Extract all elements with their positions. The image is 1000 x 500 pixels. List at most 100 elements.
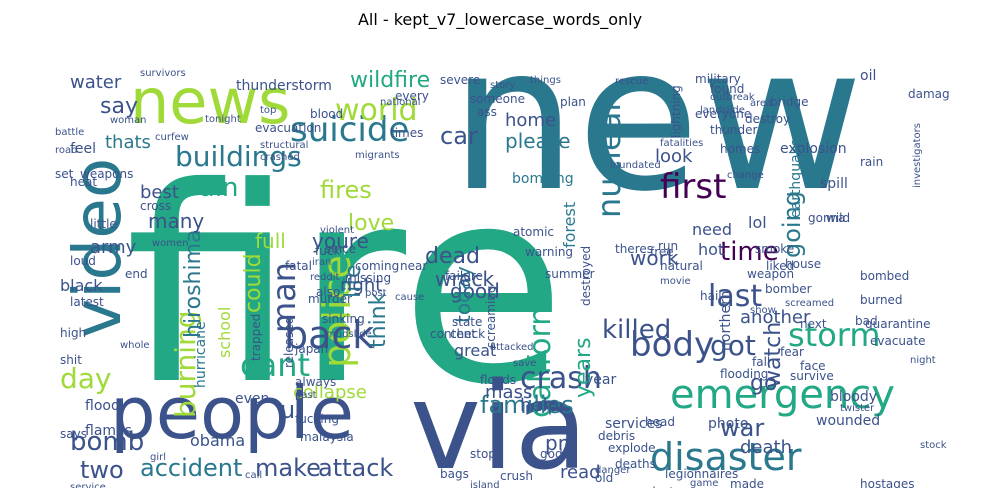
word-wreck: wreck bbox=[435, 267, 494, 291]
word-japan: japan bbox=[294, 342, 328, 356]
word-earthquake: earthquake bbox=[788, 138, 804, 218]
word-warning: warning bbox=[525, 245, 573, 259]
word-debris: debris bbox=[598, 429, 635, 443]
word-run: run bbox=[658, 239, 678, 253]
word-fall: fall bbox=[752, 355, 770, 369]
word-dust: dust bbox=[648, 485, 674, 488]
word-danger: danger bbox=[595, 465, 631, 476]
word-families: families bbox=[480, 391, 574, 419]
word-past: past bbox=[295, 390, 317, 401]
word-inundated: inundated bbox=[610, 160, 661, 171]
word-thunder: thunder bbox=[710, 123, 758, 137]
word-says: says bbox=[60, 427, 87, 441]
word-man: man bbox=[265, 262, 303, 333]
word-help: help bbox=[520, 395, 559, 416]
word-bomb: bomb bbox=[70, 427, 144, 457]
word-u: u bbox=[280, 396, 295, 424]
word-watch: watch bbox=[761, 322, 786, 388]
word-damage: damage bbox=[908, 87, 950, 101]
word-cant: cant bbox=[240, 346, 310, 384]
word-deaths: deaths bbox=[615, 457, 656, 471]
word-bomber: bomber bbox=[765, 282, 812, 296]
word-reddit: reddit bbox=[310, 272, 340, 283]
word-hiroshima: hiroshima bbox=[181, 229, 206, 338]
word-crashed: crashed bbox=[260, 152, 300, 163]
word-set: set bbox=[55, 167, 74, 181]
word-last: last bbox=[708, 279, 762, 314]
word-army: army bbox=[90, 237, 137, 258]
word-failure: failure bbox=[445, 269, 483, 283]
word-summer: summer bbox=[545, 267, 595, 281]
word-end: end bbox=[125, 267, 148, 281]
word-flooding: flooding bbox=[720, 367, 768, 381]
word-please: please bbox=[505, 129, 571, 153]
word-change: change bbox=[727, 170, 764, 181]
word-little: little bbox=[90, 217, 117, 231]
word-crash: crash bbox=[520, 361, 602, 396]
word-state: state bbox=[452, 315, 482, 329]
word-show: show bbox=[750, 305, 776, 316]
word-stop: stop bbox=[470, 447, 496, 461]
word-save: save bbox=[513, 358, 536, 369]
word-hurricane: hurricane bbox=[193, 321, 209, 388]
word-could: could bbox=[241, 253, 266, 313]
word-need: need bbox=[692, 220, 732, 239]
word-battle: battle bbox=[55, 127, 84, 138]
word-suicide: suicide bbox=[290, 110, 409, 150]
word-made: made bbox=[730, 477, 764, 488]
word-theres: theres bbox=[615, 242, 653, 256]
word-services: services bbox=[605, 416, 662, 432]
word-military: military bbox=[695, 72, 741, 86]
word-bridge: bridge bbox=[770, 95, 809, 109]
word-liked: liked bbox=[766, 259, 794, 273]
word-think: think bbox=[366, 292, 391, 348]
word-girl: girl bbox=[150, 452, 166, 463]
word-fire: fire bbox=[125, 129, 566, 444]
word-hail: hail bbox=[700, 289, 722, 303]
word-obama: obama bbox=[190, 431, 245, 450]
word-new: new bbox=[450, 38, 863, 236]
word-news: news bbox=[130, 65, 290, 138]
word-movie: movie bbox=[660, 276, 691, 287]
word-say: say bbox=[100, 94, 138, 119]
word-bombed: bombed bbox=[860, 269, 909, 283]
word-outbreak: outbreak bbox=[710, 92, 755, 103]
word-storm: storm bbox=[788, 316, 881, 354]
word-work: work bbox=[630, 246, 679, 270]
word-fatalities: fatalities bbox=[660, 138, 703, 149]
word-california: california bbox=[523, 280, 558, 418]
word-fires: fires bbox=[320, 176, 372, 204]
word-bags: bags bbox=[440, 467, 469, 481]
word-coming: coming bbox=[355, 259, 399, 273]
chart-title: All - kept_v7_lowercase_words_only bbox=[357, 10, 643, 29]
word-migrants: migrants bbox=[355, 150, 400, 161]
word-via: via bbox=[410, 358, 588, 488]
word-photo: photo bbox=[708, 416, 748, 432]
word-latest: latest bbox=[70, 295, 104, 309]
word-fucking: fucking bbox=[295, 412, 339, 426]
word-evacuation: evacuation bbox=[255, 121, 321, 135]
word-explode: explode bbox=[608, 441, 656, 455]
word-hostages: hostages bbox=[860, 477, 915, 488]
word-got: got bbox=[710, 329, 756, 362]
word-go: go bbox=[750, 371, 777, 396]
word-twister: twister bbox=[840, 403, 875, 414]
word-full: full bbox=[255, 229, 286, 253]
word-look: look bbox=[655, 146, 693, 167]
word-video: video bbox=[59, 158, 136, 338]
word-murder: murder bbox=[308, 292, 352, 306]
word-blood: blood bbox=[310, 107, 343, 121]
word-car: car bbox=[440, 122, 478, 150]
word-mudslide: mudslide bbox=[326, 329, 372, 340]
word-next: next bbox=[800, 317, 827, 331]
word-collapse: collapse bbox=[293, 382, 367, 403]
word-day: day bbox=[60, 362, 112, 395]
word-two: two bbox=[80, 456, 124, 484]
word-many: many bbox=[148, 209, 204, 233]
word-area: area bbox=[750, 98, 772, 109]
word-oil: oil bbox=[860, 68, 876, 84]
word-atomic: atomic bbox=[513, 225, 554, 239]
word-investigators: investigators bbox=[912, 123, 923, 188]
word-first: first bbox=[660, 167, 726, 207]
word-every: every bbox=[395, 89, 429, 103]
